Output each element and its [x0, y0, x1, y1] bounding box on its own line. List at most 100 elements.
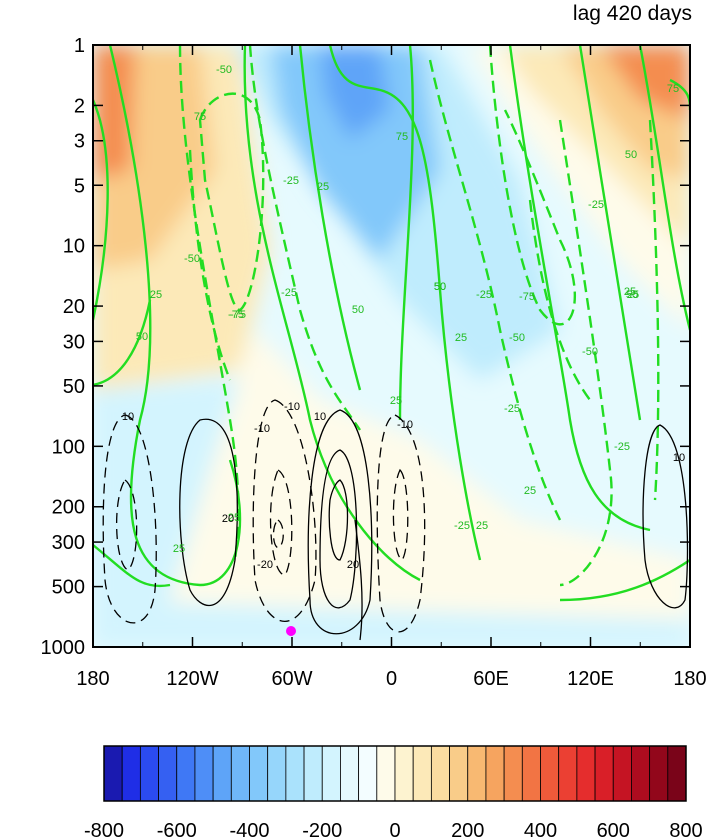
- green-contour-label: -75: [228, 309, 244, 321]
- green-contour-label: 25: [624, 286, 636, 298]
- green-contour-label: 50: [434, 281, 446, 293]
- colorbar-swatch: [521, 745, 541, 802]
- green-contour-label: 25: [317, 181, 329, 193]
- colorbar-swatch: [667, 745, 687, 802]
- x-tick-label: 120E: [567, 668, 614, 690]
- y-tick-label: 50: [63, 376, 85, 398]
- green-contour-label: -75: [230, 309, 246, 321]
- colorbar-swatch: [594, 745, 614, 802]
- green-contour-label: 25: [524, 485, 536, 497]
- colorbar-tick-label: 600: [597, 820, 630, 838]
- black-contour-label: 10: [673, 452, 685, 464]
- colorbar-swatch: [139, 745, 159, 802]
- colorbar-tick-label: 800: [669, 820, 702, 838]
- colorbar-swatch: [576, 745, 596, 802]
- colorbar-tick-label: -600: [157, 820, 197, 838]
- colorbar-swatch: [631, 745, 651, 802]
- x-tick-label: 180: [76, 668, 109, 690]
- colorbar-tick-label: -200: [302, 820, 342, 838]
- green-contour-label: 50: [434, 281, 446, 293]
- black-contour-label: 20: [347, 559, 359, 571]
- x-tick-label: 180: [673, 668, 706, 690]
- black-contour-label: 20: [222, 513, 234, 525]
- green-contour-label: 25: [476, 520, 488, 532]
- x-axis: 180 120W 60W 0 60E 120E 180: [76, 45, 707, 690]
- colorbar-swatch: [230, 745, 250, 802]
- black-contour-label: 10: [314, 411, 326, 423]
- y-tick-label: 1000: [41, 637, 86, 659]
- green-contour-label: 50: [625, 149, 637, 161]
- colorbar-swatch: [540, 745, 560, 802]
- green-contour-label: -50: [582, 346, 598, 358]
- colorbar-swatch: [212, 745, 232, 802]
- black-contour-label: -20: [257, 559, 273, 571]
- colorbar: -800 -600 -400 -200 0 200 400 600 800: [84, 745, 703, 838]
- green-contour-label: -75: [519, 291, 535, 303]
- chart-title: lag 420 days: [573, 2, 692, 25]
- black-contours: [179, 409, 689, 641]
- green-contour-label: 50: [136, 331, 148, 343]
- green-contour-label: -25: [588, 199, 604, 211]
- x-tick-label: 120W: [166, 668, 218, 690]
- black-contour-label: -10: [254, 423, 270, 435]
- y-axis: 1 2 3 5 10 20 30 50 100 200 300 500 1000: [41, 35, 690, 659]
- green-contour-label: -25: [281, 287, 297, 299]
- marker-dot: [286, 626, 296, 636]
- green-contours: [93, 45, 690, 602]
- green-contour-label: 50: [352, 304, 364, 316]
- colorbar-swatch: [449, 745, 469, 802]
- green-contour-label: 25: [390, 395, 402, 407]
- colorbar-swatch: [394, 745, 414, 802]
- y-tick-label: 300: [52, 532, 85, 554]
- colorbar-swatch: [503, 745, 523, 802]
- green-contour-label: 25: [173, 543, 185, 555]
- colorbar-swatch: [485, 745, 505, 802]
- green-dashed-contours: [178, 45, 660, 587]
- colorbar-swatch: [121, 745, 141, 802]
- green-contour-label: 25: [455, 332, 467, 344]
- colorbar-swatch: [285, 745, 305, 802]
- colorbar-tick-label: 400: [524, 820, 557, 838]
- black-contour-label: -10: [397, 419, 413, 431]
- black-contour-label: -10: [284, 401, 300, 413]
- colorbar-swatch: [612, 745, 632, 802]
- green-contour-label: 75: [194, 111, 206, 123]
- colorbar-swatch: [321, 745, 341, 802]
- x-tick-label: 60W: [271, 668, 312, 690]
- y-tick-label: 20: [63, 296, 85, 318]
- colorbar-swatch: [358, 745, 378, 802]
- y-tick-label: 30: [63, 331, 85, 353]
- colorbar-tick-label: 0: [389, 820, 400, 838]
- colorbar-swatch: [649, 745, 669, 802]
- colorbar-swatch: [412, 745, 432, 802]
- green-contour-label: -25: [504, 403, 520, 415]
- colorbar-swatch: [194, 745, 214, 802]
- colorbar-tick-label: 200: [451, 820, 484, 838]
- green-contour-label: -25: [454, 520, 470, 532]
- colorbar-tick-label: -400: [229, 820, 269, 838]
- colorbar-swatch: [267, 745, 287, 802]
- green-contour-label: -50: [184, 253, 200, 265]
- black-dashed-contours: [102, 399, 426, 633]
- green-contour-label: 25: [627, 289, 639, 301]
- colorbar-tick-label: -800: [84, 820, 124, 838]
- green-contour-label: -25: [283, 175, 299, 187]
- green-contour-label: -50: [216, 64, 232, 76]
- y-tick-label: 200: [52, 497, 85, 519]
- colorbar-swatch: [340, 745, 360, 802]
- black-contour-label: 10: [122, 411, 134, 423]
- colorbar-swatch: [176, 745, 196, 802]
- green-contour-label: 25: [228, 512, 240, 524]
- colorbar-swatch: [558, 745, 578, 802]
- green-contour-label: 75: [667, 83, 679, 95]
- colorbar-swatch: [303, 745, 323, 802]
- green-contour-label: -25: [476, 289, 492, 301]
- y-tick-label: 2: [74, 95, 85, 117]
- green-contour-label: -25: [614, 441, 630, 453]
- x-tick-label: 60E: [473, 668, 509, 690]
- y-tick-label: 500: [52, 577, 85, 599]
- y-tick-label: 1: [74, 35, 85, 57]
- green-contour-label: 50: [626, 289, 638, 301]
